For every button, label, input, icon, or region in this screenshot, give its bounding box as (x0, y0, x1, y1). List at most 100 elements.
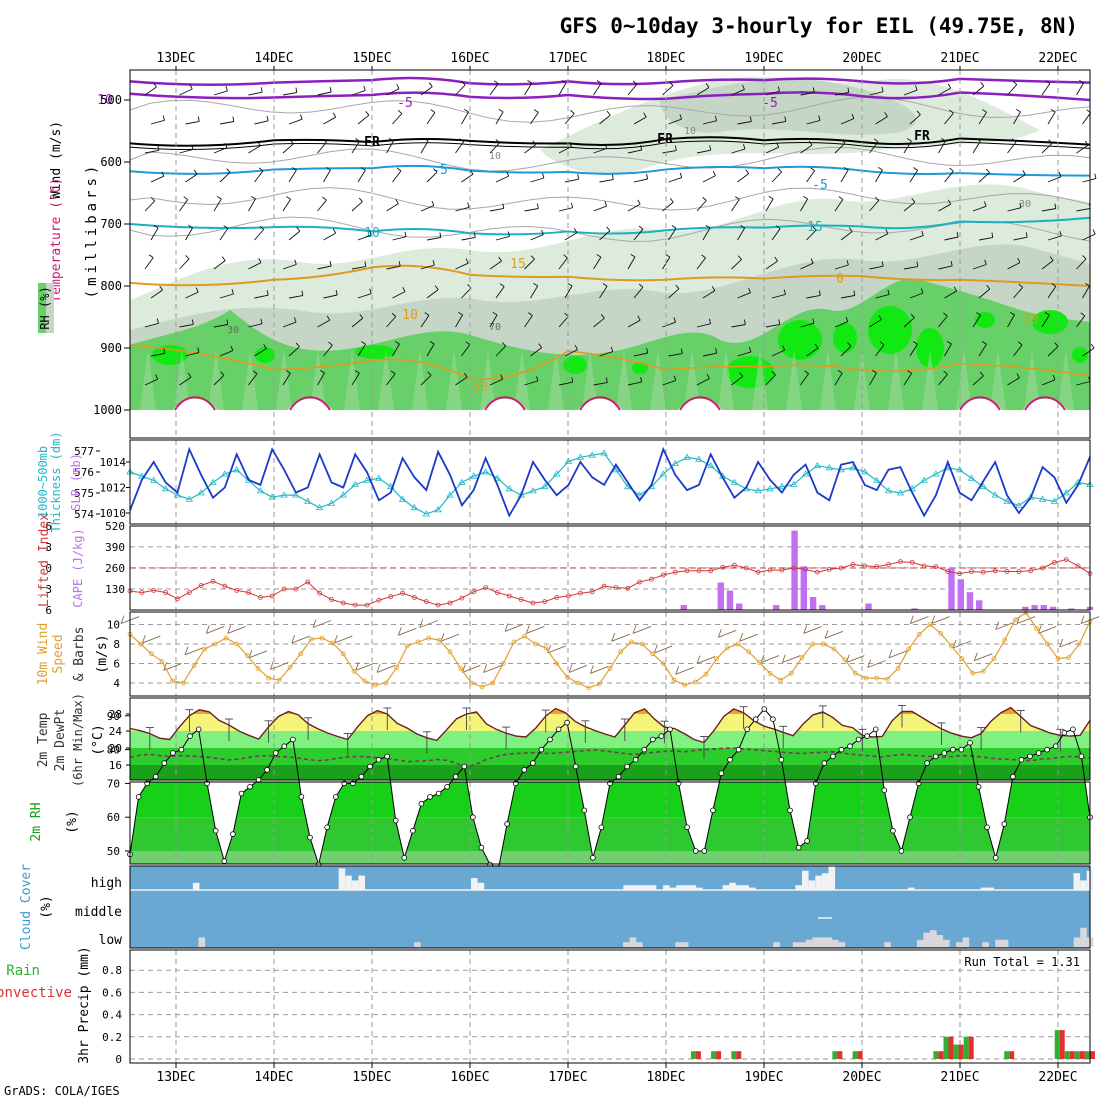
wind-barb (248, 262, 262, 270)
high-cloud-bar (735, 885, 743, 890)
low-cloud-bar (956, 942, 963, 947)
wind-barb (696, 87, 710, 96)
wind-barb-flag (293, 317, 297, 323)
wind-barb-flag (921, 230, 924, 236)
cape-bar (957, 579, 964, 610)
lifted-index-marker (601, 583, 607, 589)
cape-bar (1040, 605, 1047, 610)
rh-marker (992, 854, 999, 861)
rh-marker (555, 726, 562, 733)
wind-barb-flag (570, 202, 574, 208)
wind-barb (1076, 144, 1089, 154)
wind-barb (627, 256, 636, 270)
lifted-index-marker (803, 567, 808, 572)
wind-barb-flag (301, 290, 304, 296)
wind-barb-flag (333, 634, 338, 644)
low-cloud-bar (825, 937, 833, 947)
wind-barb-flag (717, 629, 722, 638)
thickness-marker (552, 470, 561, 477)
wind-barb-flag (701, 254, 706, 259)
wind-barb (888, 650, 908, 659)
low-cloud-bar (936, 935, 944, 947)
wind-barb (662, 201, 674, 212)
wind-barb (558, 82, 567, 96)
wind-barb (392, 343, 400, 357)
wind-barb (806, 170, 816, 183)
high-cloud-bar (192, 882, 200, 890)
temp-tick-label: 20 (109, 742, 122, 755)
high-cloud-bar (689, 885, 697, 890)
wind-barb (420, 315, 430, 328)
wind-barb (771, 120, 786, 125)
wind-speed-marker (959, 656, 965, 661)
isotherm-20-surface (484, 396, 526, 411)
rh-marker (264, 767, 270, 773)
lifted-index-marker (1016, 569, 1022, 574)
wind-barb (739, 633, 758, 642)
rh-streak (140, 350, 156, 410)
wind-barb-flag (640, 145, 643, 151)
wind-barb-flag (1016, 373, 1020, 378)
thickness-marker (292, 491, 300, 498)
wind-barb (599, 179, 614, 183)
wind-barb-flag (1018, 283, 1023, 288)
wind-barb (875, 169, 883, 183)
wind-barb (1047, 235, 1062, 241)
rh-marker (667, 726, 673, 733)
rh-band (130, 851, 1090, 864)
wind-barb (213, 324, 228, 328)
temp-line (129, 706, 1091, 744)
freezing-level (129, 136, 1091, 147)
wind-speed-marker (820, 641, 826, 647)
wind-barb (213, 90, 228, 96)
wind-barb (696, 323, 711, 328)
wind-barb-flag (159, 285, 163, 291)
lifted-index-marker (791, 565, 797, 571)
axis-label-temperature: Temperature (°C) (49, 177, 64, 302)
lifted-index-marker (423, 599, 429, 604)
dry-gap (173, 398, 217, 410)
wind-barb (840, 231, 853, 241)
thickness-marker (683, 453, 691, 460)
cape-bar (680, 605, 687, 610)
wind-barb (524, 380, 539, 386)
wind-barb-flag (530, 255, 535, 260)
wind-barb-flag (1084, 140, 1089, 146)
wind-barb-flag (397, 109, 403, 114)
thickness-tick-label: 576 (74, 466, 94, 479)
wind-barb (869, 91, 884, 96)
wind-barb-flag (258, 167, 264, 172)
wind-speed-marker (436, 637, 442, 643)
wind-barb-flag (606, 226, 611, 231)
cape-bar (791, 530, 798, 610)
top-date-label: 14DEC (254, 51, 293, 66)
wind-barb-flag (888, 649, 893, 658)
rh-marker (307, 834, 313, 841)
thickness-marker (588, 451, 596, 458)
cape-bar (976, 600, 983, 610)
wind-barb (978, 237, 993, 241)
wind-barb (972, 375, 984, 386)
wind-barb (323, 169, 331, 183)
wind-barb (737, 173, 749, 183)
rh-streak (378, 350, 394, 410)
wind-barb (351, 317, 364, 328)
wind-barb (806, 294, 821, 299)
cloud-layer-label: high (91, 876, 122, 891)
wind-barb-flag (953, 286, 957, 292)
wind-barb-flag (465, 258, 469, 264)
rh-streak (1058, 350, 1074, 410)
wind-barb (288, 295, 303, 299)
wind-barb (558, 381, 573, 386)
wind-barb (558, 207, 573, 212)
wind-barb-flag (312, 619, 317, 628)
wind-barb-flag (871, 370, 877, 374)
rh-high-blob (1072, 347, 1088, 363)
lifted-index-tick-label: 0 (45, 562, 52, 575)
thickness-tick-label: 575 (74, 487, 94, 500)
rh-marker (152, 773, 159, 780)
wind-barb (718, 629, 737, 638)
rh-marker (787, 807, 793, 814)
wind-speed-marker (468, 680, 474, 686)
wind-speed-marker (212, 641, 218, 647)
